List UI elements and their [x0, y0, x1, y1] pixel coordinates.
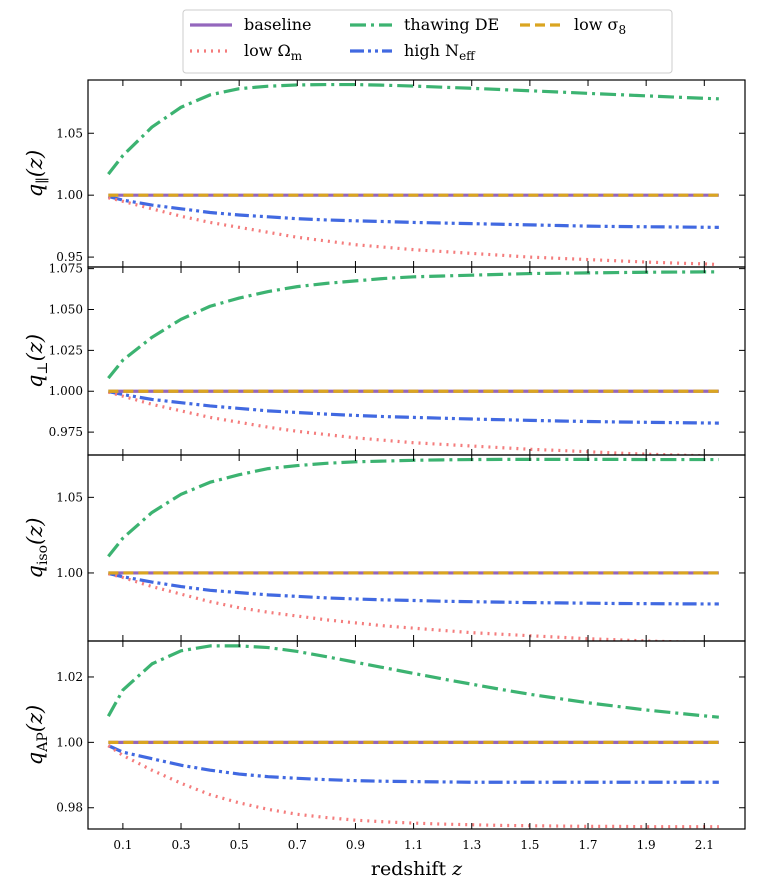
- x-tick-label: 1.7: [578, 838, 597, 852]
- panel-1-frame: [87, 79, 746, 268]
- x-tick-label: 2.1: [695, 838, 714, 852]
- legend: baseline thawing DE low σ8 low Ωm high Neff: [182, 9, 673, 74]
- panel-1-series: [107, 82, 719, 267]
- panel-3: 1.00 1.05 qiso(z): [23, 454, 746, 642]
- series-line-thawing: [106, 644, 719, 719]
- x-tick-label: 1.9: [637, 838, 656, 852]
- y-tick-label: 1.00: [56, 188, 83, 202]
- panel-2: 0.975 1.000 1.025 1.050 1.075 q⊥(z): [23, 262, 746, 456]
- panel-4: 0.98 1.00 1.02 qAP(z): [23, 640, 746, 830]
- y-axis-label: qAP(z): [23, 705, 51, 765]
- x-tick-label: 0.7: [288, 838, 307, 852]
- series-line-high-neff: [107, 744, 719, 784]
- y-tick-label: 1.050: [49, 303, 83, 317]
- y-tick-label: 1.05: [56, 490, 83, 504]
- legend-label-high-neff: high Neff: [404, 41, 476, 63]
- series-line-thawing: [107, 270, 719, 380]
- y-tick-label: 0.98: [56, 801, 83, 815]
- x-tick-label: 0.5: [230, 838, 249, 852]
- y-tick-label: 1.075: [49, 262, 83, 276]
- panel-2-series: [107, 270, 719, 455]
- y-tick-label: 0.95: [56, 250, 83, 264]
- series-line-thawing: [107, 457, 719, 558]
- legend-label-low-s8: low σ8: [574, 15, 626, 37]
- series-line-low-om: [107, 744, 719, 829]
- x-tick-label: 1.5: [520, 838, 539, 852]
- legend-frame: [182, 9, 673, 74]
- y-tick-label: 1.00: [56, 566, 83, 580]
- series-line-high-neff: [108, 390, 719, 425]
- y-tick-label: 1.025: [49, 343, 83, 357]
- legend-label-low-om: low Ωm: [244, 41, 303, 63]
- y-tick-label: 1.05: [56, 126, 83, 140]
- panel-3-frame: [87, 454, 746, 642]
- x-tick-label: 1.3: [462, 838, 481, 852]
- x-tick-label: 1.1: [404, 838, 423, 852]
- legend-label-thawing: thawing DE: [404, 15, 499, 34]
- y-axis-label: qiso(z): [23, 518, 51, 579]
- series-line-low-om: [107, 390, 719, 455]
- legend-label-baseline: baseline: [244, 15, 311, 34]
- panel-4-series: [106, 644, 719, 829]
- y-tick-label: 1.00: [56, 735, 83, 749]
- y-tick-label: 1.000: [49, 384, 83, 398]
- y-axis-label: q∥(z): [23, 150, 51, 197]
- panel-4-frame: [87, 640, 746, 830]
- x-tick-label: 0.1: [113, 838, 132, 852]
- x-axis-label: redshift z: [371, 858, 463, 880]
- x-tick-label: 0.3: [171, 838, 190, 852]
- series-line-low-om: [107, 196, 719, 267]
- x-tick-label: 0.9: [346, 838, 365, 852]
- y-tick-label: 0.975: [49, 425, 83, 439]
- series-line-high-neff: [107, 194, 719, 229]
- panel-1: 0.95 1.00 1.05 q∥(z): [23, 79, 746, 268]
- panel-2-frame: [87, 266, 746, 456]
- series-line-high-neff: [107, 571, 719, 606]
- series-line-low-om: [107, 572, 709, 641]
- series-line-thawing: [107, 82, 719, 176]
- panel-3-series: [107, 457, 719, 641]
- y-axis-label: q⊥(z): [23, 334, 51, 388]
- y-tick-label: 1.02: [56, 670, 83, 684]
